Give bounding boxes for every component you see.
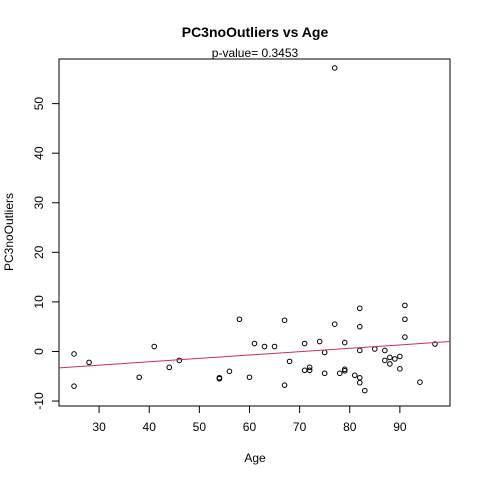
data-point — [341, 368, 348, 374]
data-point — [236, 316, 243, 323]
data-point — [226, 368, 233, 375]
data-point — [387, 361, 393, 367]
data-point — [166, 364, 173, 371]
regression-line — [58, 341, 451, 369]
x-tick-label: 70 — [293, 420, 307, 434]
x-tick-label: 50 — [193, 420, 207, 434]
data-point — [176, 357, 183, 364]
y-tick-label: 40 — [32, 146, 46, 160]
data-point — [356, 379, 363, 386]
data-point — [356, 374, 363, 381]
x-tick-label: 90 — [393, 420, 407, 434]
data-point — [286, 358, 293, 365]
data-point — [402, 302, 408, 309]
chart-title: PC3noOutliers vs Age — [182, 24, 329, 40]
data-point — [281, 317, 288, 324]
data-point — [261, 343, 268, 350]
y-axis: -10 0 10 20 30 40 50 — [32, 97, 60, 410]
data-point — [392, 356, 398, 362]
data-point — [321, 349, 328, 356]
data-point — [86, 359, 92, 366]
y-tick-label: 30 — [32, 196, 46, 210]
data-point — [306, 364, 313, 371]
data-point — [397, 366, 403, 372]
data-points — [71, 65, 438, 394]
data-point — [356, 323, 363, 330]
data-point — [432, 341, 438, 347]
data-point — [336, 370, 343, 377]
data-point — [417, 379, 423, 386]
data-point — [402, 334, 408, 340]
data-point — [246, 374, 253, 381]
data-point — [382, 357, 388, 364]
data-point — [372, 346, 378, 352]
y-axis-label: PC3noOutliers — [2, 193, 16, 271]
data-point — [216, 374, 223, 381]
y-tick-label: 10 — [32, 295, 46, 309]
x-axis-label: Age — [244, 451, 266, 465]
y-tick-label: -10 — [32, 392, 46, 410]
data-point — [306, 367, 313, 374]
data-point — [321, 370, 328, 377]
data-point — [351, 372, 358, 379]
x-tick-label: 40 — [143, 420, 157, 434]
data-point — [136, 374, 143, 381]
data-point — [316, 338, 323, 345]
data-point — [382, 347, 388, 354]
data-point — [281, 382, 288, 388]
data-point — [397, 353, 403, 360]
data-point — [151, 343, 158, 350]
data-point — [356, 347, 363, 354]
data-point — [356, 305, 363, 312]
plot-frame — [58, 58, 451, 407]
y-tick-label: 20 — [32, 245, 46, 259]
data-point — [71, 383, 77, 389]
data-point — [331, 65, 338, 71]
x-tick-label: 80 — [343, 420, 357, 434]
x-tick-label: 30 — [92, 420, 106, 434]
data-point — [251, 340, 258, 347]
y-tick-label: 50 — [32, 97, 46, 111]
chart-subtitle: p-value= 0.3453 — [212, 46, 299, 60]
data-point — [402, 316, 408, 323]
data-point — [301, 367, 308, 374]
data-point — [301, 340, 308, 347]
data-point — [341, 339, 348, 346]
data-point — [361, 387, 368, 394]
data-point — [71, 351, 77, 357]
y-tick-label: 0 — [32, 348, 46, 355]
x-tick-label: 60 — [243, 420, 257, 434]
data-point — [271, 343, 278, 350]
x-axis: 30 40 50 60 70 80 90 — [92, 405, 407, 434]
data-point — [331, 321, 338, 328]
data-point — [387, 354, 393, 361]
